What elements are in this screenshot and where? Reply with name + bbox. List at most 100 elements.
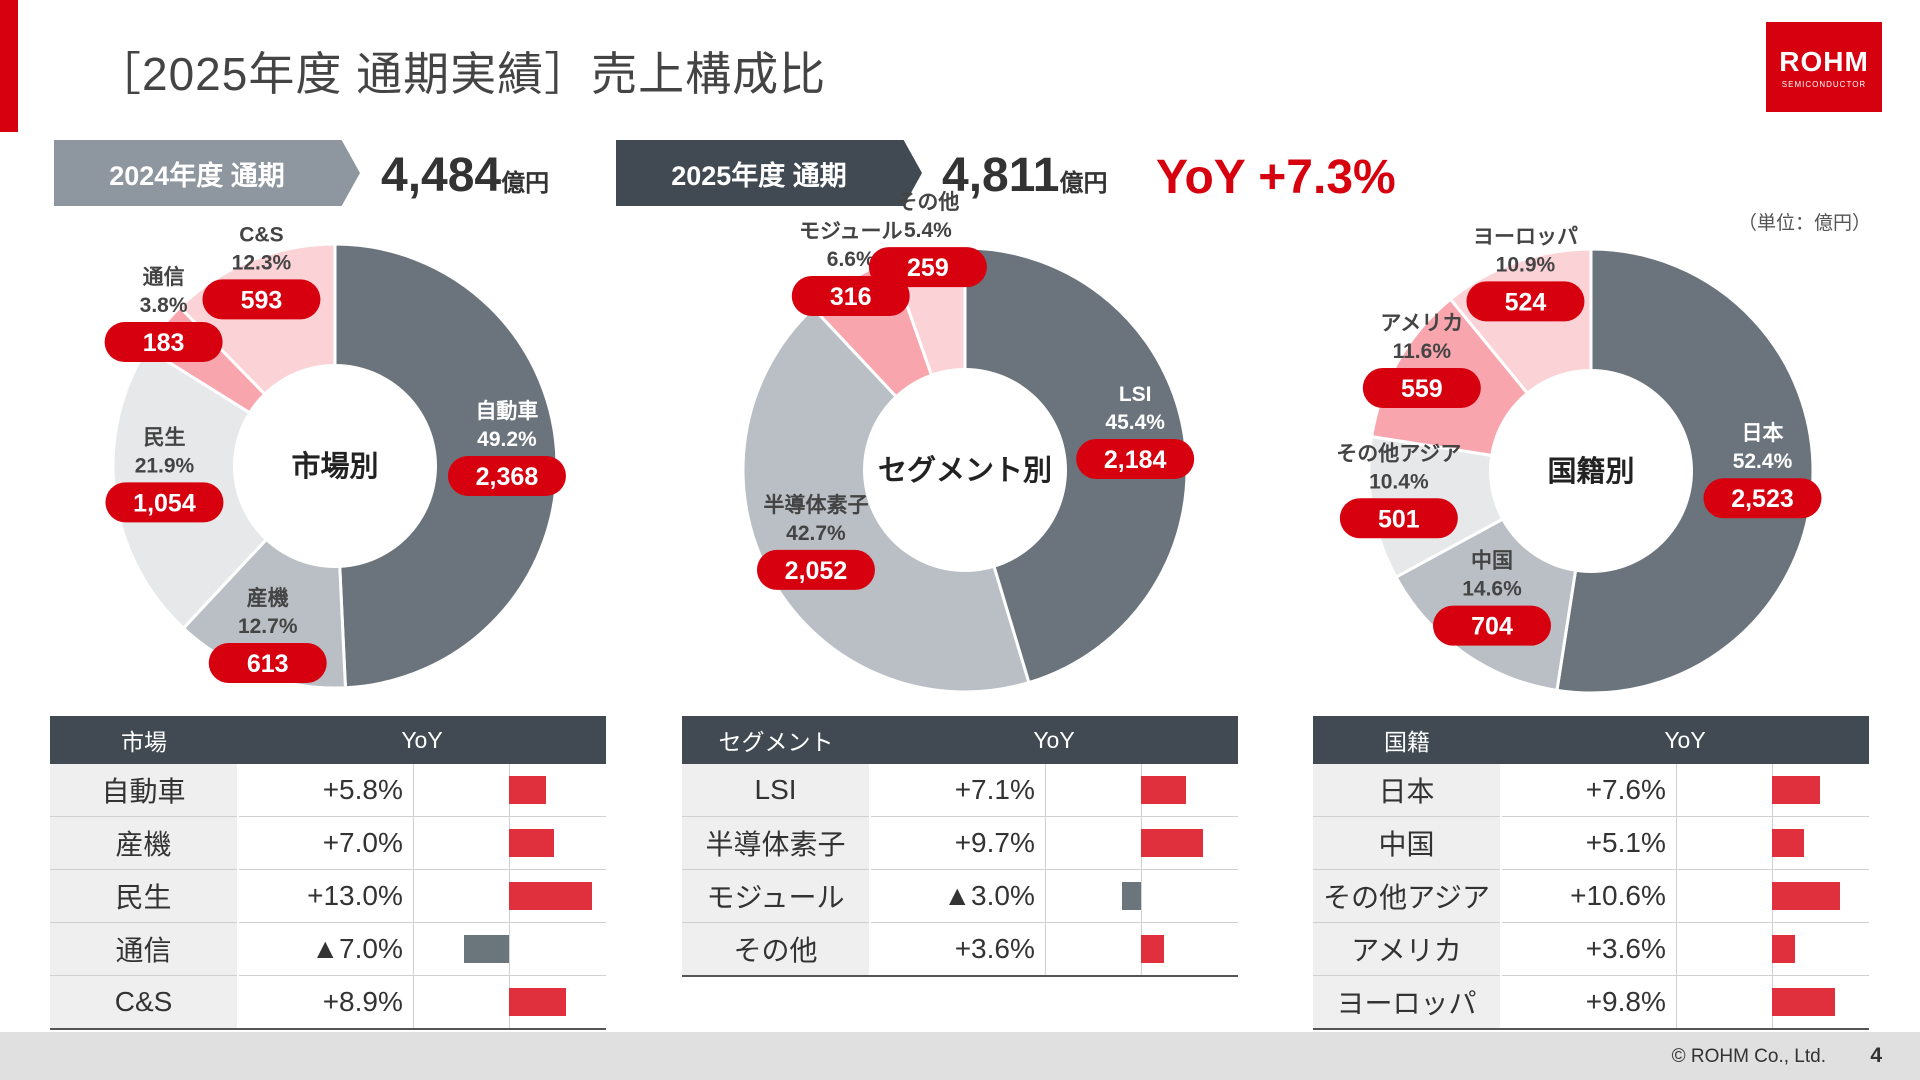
slice-pct-label: 21.9% (135, 454, 195, 477)
row-yoy-value: +10.6% (1501, 869, 1676, 923)
row-name: その他アジア (1313, 869, 1503, 923)
slice-value-label: 613 (247, 650, 289, 678)
table-row: LSI +7.1% (682, 764, 1238, 817)
slice-value-pill (1076, 438, 1195, 479)
slice-value-pill (1339, 498, 1458, 539)
slice-pct-label: 49.2% (477, 428, 537, 451)
slice-value-label: 259 (907, 254, 949, 282)
slice-name-label: 日本 (1741, 422, 1783, 445)
bar-separator (1044, 764, 1046, 816)
yoy-bar (508, 882, 593, 910)
page-number: 4 (1870, 1044, 1882, 1067)
slice-pct-label: 10.4% (1369, 470, 1429, 493)
row-yoy-value: +7.1% (870, 764, 1045, 817)
slice-value-label: 593 (241, 286, 283, 314)
slice-value-pill (868, 247, 987, 288)
unit-note: （単位：億円） (1738, 213, 1872, 234)
row-name: ヨーロッパ (1313, 975, 1503, 1030)
slice-name-label: 半導体素子 (763, 493, 868, 517)
slice-pct-label: 12.7% (238, 615, 298, 638)
table-row: 産機 +7.0% (50, 816, 606, 870)
yoy-bar (1771, 829, 1805, 857)
donut-hole (1489, 369, 1693, 573)
row-name: 通信 (50, 922, 240, 976)
slice-value-label: 559 (1401, 375, 1443, 403)
region-yoy-table: 国籍 YoY 日本 +7.6% 中国 +5.1% その他アジア +10.6% アメリカ +3.6%… (1313, 716, 1869, 1030)
accent-bar (0, 0, 18, 132)
row-name: 民生 (50, 869, 240, 923)
row-yoy-value: +5.1% (1501, 816, 1676, 870)
total-yoy: YoY +7.3% (1156, 151, 1396, 204)
table-header-row: セグメント YoY (682, 716, 1238, 764)
row-yoy-value: +7.6% (1501, 764, 1676, 817)
slice-name-label: 自動車 (475, 399, 538, 423)
bar-separator (1675, 976, 1677, 1028)
yoy-bar (1121, 882, 1141, 910)
bar-separator (1044, 923, 1046, 975)
footer-bar (0, 1032, 1920, 1080)
slice-name-label: 通信 (143, 265, 185, 289)
donut-center-label: 国籍別 (1547, 454, 1634, 488)
yoy-bar (508, 829, 554, 857)
table-row: モジュール ▲3.0% (682, 869, 1238, 923)
row-yoy-value: +3.6% (870, 922, 1045, 977)
slice-name-label: LSI (1119, 383, 1152, 406)
curr-year-total: 4,811億円 (942, 148, 1107, 203)
yoy-bar (508, 988, 566, 1016)
rohm-logo: ROHM SEMICONDUCTOR (1766, 22, 1882, 112)
slice-name-label: アメリカ (1380, 312, 1463, 335)
table-row: 民生 +13.0% (50, 869, 606, 923)
table-row: C&S +8.9% (50, 975, 606, 1030)
row-yoy-bar-cell (1675, 975, 1869, 1030)
row-yoy-bar-cell (1675, 764, 1869, 817)
donut-hole (863, 368, 1067, 572)
row-yoy-bar-cell (1044, 869, 1238, 923)
slice-name-label: モジュール (799, 220, 903, 243)
slice-value-pill (105, 482, 224, 523)
slice-value-label: 2,368 (476, 463, 539, 491)
row-yoy-bar-cell (1044, 764, 1238, 817)
table-row: その他 +3.6% (682, 922, 1238, 977)
slice-name-label: 民生 (143, 425, 185, 449)
slice-value-label: 2,523 (1731, 485, 1794, 513)
donut-charts: 市場別 自動車 49.2% 2,368 産機 12.7% 613 民生 21.9% 1,054 通信… (104, 191, 1822, 695)
curr-year-label: 2025年度 通期 (616, 140, 922, 206)
prev-total-value: 4,484 (381, 149, 502, 202)
slice-value-pill (756, 549, 875, 590)
row-name: LSI (682, 764, 872, 817)
slice-value-pill (1433, 605, 1552, 646)
slice-value-pill (791, 275, 910, 316)
row-name: 産機 (50, 816, 240, 870)
table-row: 日本 +7.6% (1313, 764, 1869, 817)
table-header-row: 国籍 YoY (1313, 716, 1869, 764)
row-yoy-bar-cell (1675, 869, 1869, 923)
row-yoy-bar-cell (1044, 922, 1238, 977)
bar-separator (412, 870, 414, 922)
table-header-yoy: YoY (870, 716, 1238, 764)
donut-hole (233, 364, 437, 568)
slice-pct-label: 42.7% (786, 522, 846, 545)
row-yoy-value: ▲7.0% (238, 922, 413, 976)
table-header-name: 市場 (50, 716, 239, 764)
bar-separator (1675, 923, 1677, 975)
row-yoy-bar-cell (1044, 816, 1238, 870)
segment-yoy-table: セグメント YoY LSI +7.1% 半導体素子 +9.7% モジュール ▲3.0% その他 +… (682, 716, 1238, 977)
slice-pct-label: 12.3% (232, 251, 292, 274)
bar-axis (1140, 870, 1142, 922)
market-yoy-table: 市場 YoY 自動車 +5.8% 産機 +7.0% 民生 +13.0% 通信 ▲7.0% C&S +8… (50, 716, 606, 1030)
slice-value-label: 2,052 (785, 557, 848, 585)
slice-value-label: 1,054 (133, 489, 196, 517)
row-yoy-value: ▲3.0% (870, 869, 1045, 923)
copyright: © ROHM Co., Ltd. (1671, 1046, 1826, 1067)
table-row: 通信 ▲7.0% (50, 922, 606, 976)
slice-name-label: その他 (896, 191, 959, 214)
row-name: 中国 (1313, 816, 1503, 870)
slice-value-pill (1703, 478, 1822, 519)
yoy-bar (1771, 882, 1840, 910)
donut-center-label: セグメント別 (878, 454, 1052, 487)
table-header-name: 国籍 (1313, 716, 1502, 764)
slice-pct-label: 52.4% (1733, 450, 1793, 473)
row-yoy-bar-cell (412, 764, 606, 817)
bar-separator (412, 817, 414, 869)
prev-year-label: 2024年度 通期 (54, 140, 360, 206)
